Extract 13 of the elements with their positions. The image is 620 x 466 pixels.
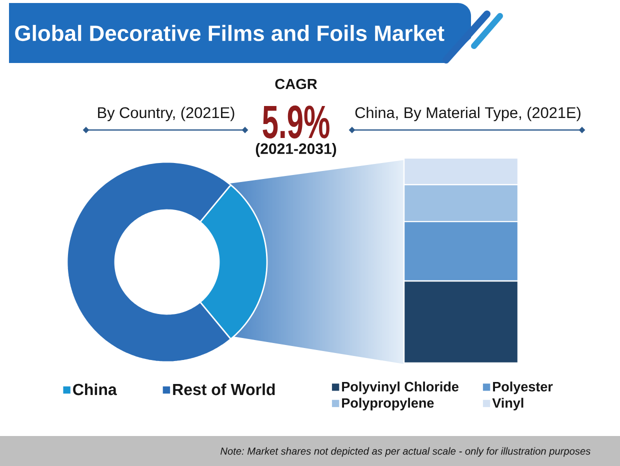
chart-title: China, By Material Type, (2021E): [355, 106, 580, 122]
text: CAGR: [275, 78, 318, 90]
legend-label: China: [73, 383, 117, 396]
legend-label: Polypropylene: [342, 398, 434, 410]
text: Global Decorative Films and Foils Market: [15, 24, 444, 42]
series-label: Polyvinyl Chloride: [342, 382, 458, 394]
legend-label: Polyester: [493, 382, 553, 394]
text: (2021-2031): [256, 143, 336, 157]
legend-label: Vinyl: [492, 398, 524, 410]
legend-label: Rest of World: [173, 383, 275, 396]
text: Note: Market shares not depicted as per actual scale - only for illustration purposes: [220, 447, 590, 457]
chart-title: By Country, (2021E): [98, 106, 234, 122]
text: 5.9%: [262, 106, 330, 138]
